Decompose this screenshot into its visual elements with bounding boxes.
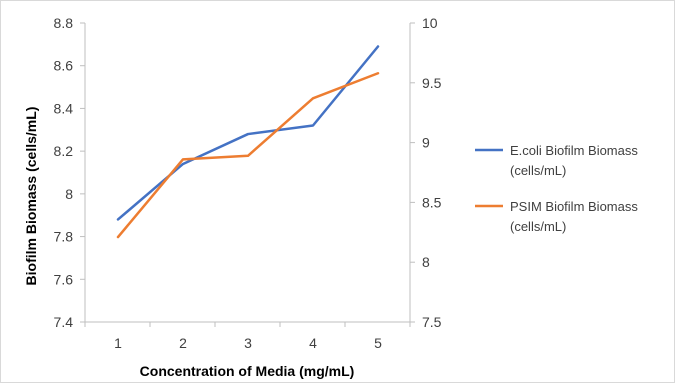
x-tick-label: 2 bbox=[179, 335, 187, 351]
series-line-2 bbox=[116, 71, 380, 239]
y-left-tick-label: 7.6 bbox=[54, 271, 74, 287]
series-line-1 bbox=[116, 45, 380, 221]
y-right-tick-label: 7.5 bbox=[422, 314, 442, 330]
legend-label: (cells/mL) bbox=[510, 219, 566, 234]
legend-label: E.coli Biofilm Biomass bbox=[510, 143, 638, 158]
y-right-tick-label: 8.5 bbox=[422, 194, 442, 210]
legend-label: PSIM Biofilm Biomass bbox=[510, 199, 638, 214]
y-left-tick-label: 8 bbox=[65, 186, 73, 202]
y-left-tick-label: 8.6 bbox=[54, 58, 74, 74]
x-tick-label: 3 bbox=[244, 335, 252, 351]
y-left-tick-label: 7.4 bbox=[54, 314, 74, 330]
y-left-tick-label: 8.4 bbox=[54, 100, 74, 116]
x-tick-label: 5 bbox=[374, 335, 382, 351]
y-axis-title: Biofilm Biomass (cells/mL) bbox=[23, 107, 39, 286]
y-left-tick-label: 8.8 bbox=[54, 15, 74, 31]
x-axis-title: Concentration of Media (mg/mL) bbox=[140, 363, 355, 379]
legend-label: (cells/mL) bbox=[510, 163, 566, 178]
y-left-tick-label: 7.8 bbox=[54, 229, 74, 245]
y-right-tick-label: 8 bbox=[422, 254, 430, 270]
y-right-tick-label: 9.5 bbox=[422, 75, 442, 91]
x-tick-label: 4 bbox=[309, 335, 317, 351]
y-right-tick-label: 9 bbox=[422, 135, 430, 151]
y-right-tick-label: 10 bbox=[422, 15, 438, 31]
x-tick-label: 1 bbox=[114, 335, 122, 351]
y-left-tick-label: 8.2 bbox=[54, 143, 74, 159]
